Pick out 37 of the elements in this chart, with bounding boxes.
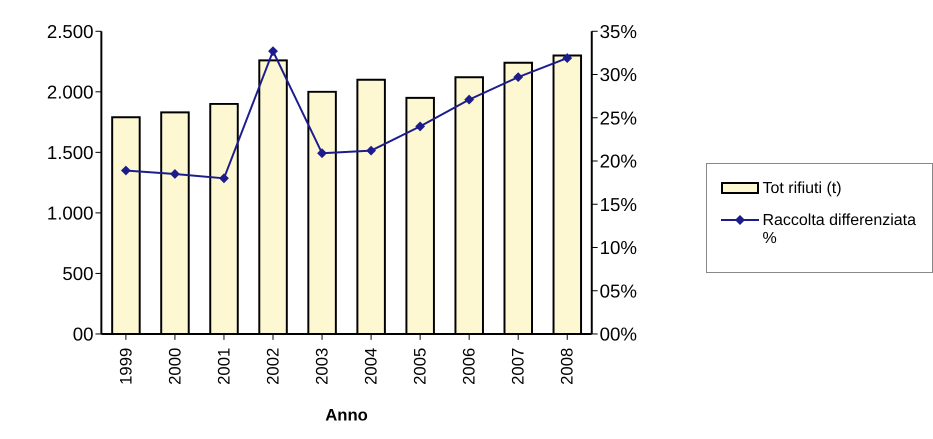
y2-tick-label: 10% [600,237,637,258]
point [317,148,327,158]
point [120,166,131,176]
y2-tick-label: 20% [600,150,637,172]
y2-tick-label: 25% [600,107,637,128]
y-tick-label: 1.500 [46,142,94,163]
point [366,146,376,156]
legend-label: Raccolta differenziata % [762,212,918,248]
x-tick-label: 2005 [410,348,430,385]
point [562,53,572,63]
x-tick-label: 2001 [214,348,234,385]
x-tick-label: 2006 [460,348,479,385]
x-tick-label: 2004 [362,348,381,385]
x-tick-label: 2007 [508,348,528,385]
x-tick-label: 2002 [264,348,283,385]
y-tick-label: 2.500 [46,20,94,42]
y-tick-label: 500 [62,263,94,284]
y2-tick-label: 00% [600,324,637,345]
point [513,72,524,82]
y-tick-label: 00 [72,324,94,345]
y-tick-label: 2.000 [46,81,94,102]
point [415,121,426,132]
y-tick-label: 1.000 [46,202,94,224]
y2-tick-label: 35% [600,20,637,42]
y2-tick-label: 30% [600,64,637,86]
point [464,94,474,105]
legend-label: Tot rifiuti (t) [762,180,842,198]
point [268,46,278,56]
y2-tick-label: 15% [600,194,637,215]
x-tick-label: 1999 [116,348,136,385]
x-tick-label: 2008 [558,348,577,385]
x-tick-label: 2000 [165,348,184,385]
y2-tick-label: 05% [600,280,637,302]
x-axis-title: Anno [325,405,368,424]
point [170,169,180,179]
x-tick-label: 2003 [312,348,332,385]
point [219,173,229,184]
